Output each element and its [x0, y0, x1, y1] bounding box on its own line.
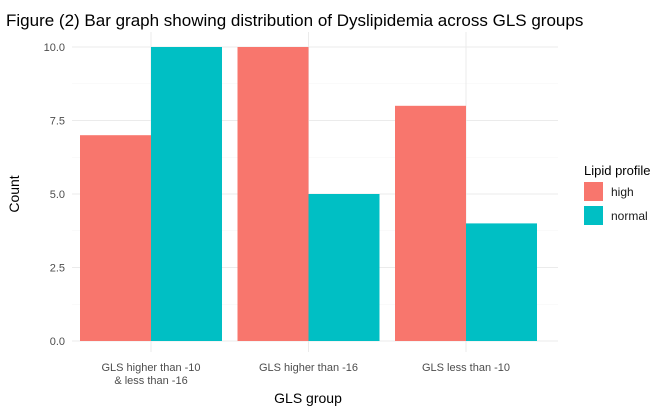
bar-high-0	[80, 135, 151, 341]
bar-normal-1	[308, 194, 380, 341]
y-tick-label: 5.0	[50, 189, 65, 201]
x-tick-label: GLS less than -10	[422, 362, 510, 374]
bar-normal-2	[466, 223, 537, 341]
legend-label-normal: normal	[611, 209, 648, 223]
y-tick-label: 0.0	[50, 336, 65, 348]
legend: Lipid profile high normal	[584, 163, 651, 225]
x-tick-labels: GLS higher than -10 & less than -16 GLS hi…	[101, 362, 510, 387]
y-tick-label: 10.0	[44, 42, 65, 54]
y-tick-labels: 0.0 2.5 5.0 7.5 10.0	[44, 42, 65, 348]
bars	[80, 47, 537, 341]
x-tick-label: GLS higher than -16	[259, 362, 358, 374]
legend-title: Lipid profile	[584, 163, 651, 178]
legend-key-normal	[584, 206, 603, 225]
x-axis-title: GLS group	[274, 390, 342, 406]
legend-items: high normal	[584, 182, 648, 225]
y-axis-title: Count	[6, 175, 22, 212]
bar-high-2	[395, 105, 466, 341]
x-tick-label: GLS higher than -10 & less than -16	[101, 362, 200, 387]
legend-key-high	[584, 182, 603, 201]
chart-title: Figure (2) Bar graph showing distributio…	[6, 11, 583, 30]
bar-normal-0	[151, 47, 222, 341]
legend-label-high: high	[611, 185, 634, 199]
y-tick-label: 7.5	[50, 116, 65, 128]
y-tick-label: 2.5	[50, 263, 65, 275]
bar-high-1	[237, 47, 309, 341]
